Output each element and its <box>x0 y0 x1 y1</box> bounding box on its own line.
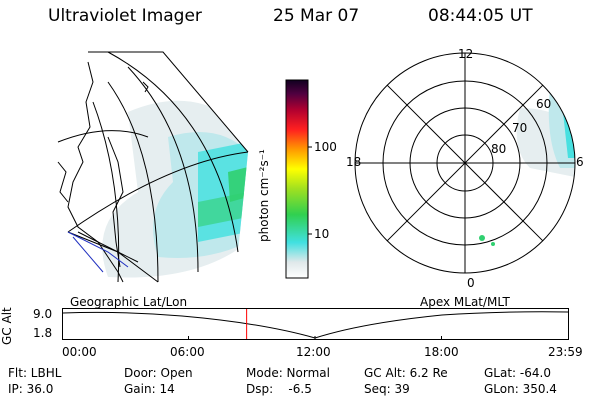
mode-info: Mode: Normal <box>246 366 330 380</box>
ip-info: IP: 36.0 <box>8 382 54 396</box>
polar-label-mlt-18: 18 <box>346 155 362 169</box>
altitude-xtick-0600: 06:00 <box>170 345 205 359</box>
coastlines <box>57 61 149 283</box>
polar-label-mlt-0: 0 <box>467 276 475 290</box>
polar-grid <box>354 52 576 274</box>
apex-label: Apex MLat/MLT <box>420 295 510 309</box>
aurora-emission-geo <box>102 100 248 278</box>
time-label: 08:44:05 UT <box>428 6 533 26</box>
polar-label-lat-80: 80 <box>491 142 507 156</box>
geographic-label: Geographic Lat/Lon <box>70 295 188 309</box>
altitude-xtick-1200: 12:00 <box>296 345 331 359</box>
terminator-lines <box>67 231 129 273</box>
intensity-colorbar <box>285 79 312 279</box>
gain-info: Gain: 14 <box>124 382 175 396</box>
aurora-emission-polar <box>516 88 575 178</box>
filter-info: Flt: LBHL <box>8 366 62 380</box>
altitude-xtick-marks <box>188 336 442 340</box>
colorbar-tick-100: 100 <box>314 140 337 154</box>
altitude-plot <box>62 308 569 340</box>
geographic-map <box>57 51 249 283</box>
altitude-xtick-0000: 00:00 <box>62 345 97 359</box>
polar-plot <box>354 52 576 274</box>
door-info: Door: Open <box>124 366 193 380</box>
date-label: 25 Mar 07 <box>273 6 360 26</box>
colorbar-tick-10: 10 <box>314 227 330 241</box>
altitude-ytick-bottom: 1.8 <box>33 326 53 340</box>
polar-label-lat-60: 60 <box>536 97 552 111</box>
glat-info: GLat: -64.0 <box>484 366 551 380</box>
polar-label-mlt-6: 6 <box>576 155 584 169</box>
dsp-info: Dsp: -6.5 <box>246 382 312 396</box>
polar-label-mlt-12: 12 <box>458 47 474 61</box>
altitude-xtick-1800: 18:00 <box>424 345 459 359</box>
altitude-xtick-2359: 23:59 <box>548 345 583 359</box>
polar-label-lat-70: 70 <box>512 121 528 135</box>
altitude-ylabel: GC Alt <box>0 307 14 345</box>
gc-alt-info: GC Alt: 6.2 Re <box>364 366 448 380</box>
altitude-ytick-top: 9.0 <box>33 307 53 321</box>
colorbar-unit-label: photon cm⁻²s⁻¹ <box>257 149 271 242</box>
emission-spot <box>491 242 495 246</box>
glon-info: GLon: 350.4 <box>484 382 557 396</box>
emission-spot <box>479 235 485 241</box>
seq-info: Seq: 39 <box>364 382 410 396</box>
instrument-title: Ultraviolet Imager <box>48 6 202 26</box>
lat-lon-grid <box>57 51 249 283</box>
